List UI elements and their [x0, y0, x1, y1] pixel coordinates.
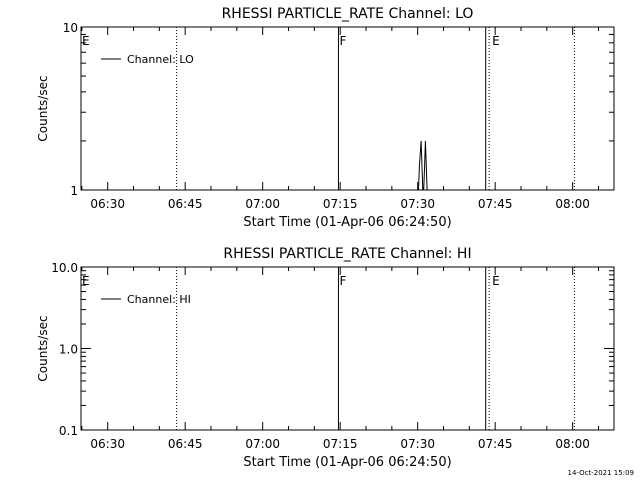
x-tick-label: 08:00 — [555, 437, 590, 451]
y-tick-label: 1 — [70, 184, 78, 198]
series-line — [418, 140, 428, 191]
y-axis-ticks: 1 10 — [63, 21, 614, 198]
y-tick-label: 1.0 — [59, 343, 78, 357]
legend: Channel: HI — [101, 293, 191, 306]
event-marker-label: F — [339, 274, 346, 288]
event-marker-label: F — [339, 34, 346, 48]
y-axis-label: Counts/sec — [36, 315, 50, 381]
plot-frame — [80, 26, 615, 191]
x-tick-label: 08:00 — [555, 197, 590, 211]
plot-frame — [80, 266, 615, 431]
legend: Channel: LO — [101, 53, 194, 66]
y-axis-label: Counts/sec — [36, 75, 50, 141]
event-markers: F EE — [82, 267, 575, 430]
x-tick-label: 07:45 — [478, 197, 513, 211]
x-axis-label: Start Time (01-Apr-06 06:24:50) — [243, 455, 451, 470]
legend-label: Channel: LO — [127, 53, 194, 66]
x-tick-label: 06:45 — [168, 437, 203, 451]
event-markers: F EE — [82, 27, 575, 190]
x-tick-label: 07:30 — [400, 437, 435, 451]
x-tick-label: 06:45 — [168, 197, 203, 211]
y-tick-label: 0.1 — [59, 424, 78, 438]
edge-event-label: E — [82, 34, 90, 48]
x-tick-label: 07:45 — [478, 437, 513, 451]
footer-timestamp: 14-Oct-2021 15:09 — [567, 469, 634, 477]
x-axis-ticks: 06:30 06:45 07:00 07:15 07:30 07:45 08:00 — [81, 267, 600, 451]
event-marker-label: E — [492, 34, 500, 48]
chart-title: RHESSI PARTICLE_RATE Channel: LO — [222, 6, 474, 22]
chart-title: RHESSI PARTICLE_RATE Channel: HI — [223, 246, 471, 262]
x-tick-label: 07:00 — [245, 197, 280, 211]
event-marker-label: E — [492, 274, 500, 288]
x-axis-label: Start Time (01-Apr-06 06:24:50) — [243, 215, 451, 230]
x-tick-label: 06:30 — [90, 197, 125, 211]
x-tick-label: 06:30 — [90, 437, 125, 451]
y-tick-label: 10 — [63, 21, 78, 35]
x-axis-ticks: 06:30 06:45 07:00 07:15 07:30 07:45 08:00 — [81, 27, 600, 211]
edge-event-label: E — [82, 274, 90, 288]
x-tick-label: 07:15 — [323, 197, 358, 211]
x-tick-label: 07:30 — [400, 197, 435, 211]
x-tick-label: 07:00 — [245, 437, 280, 451]
y-axis-ticks: 0.1 1.0 10.0 — [51, 261, 614, 438]
legend-label: Channel: HI — [127, 293, 191, 306]
y-tick-label: 10.0 — [51, 261, 78, 275]
x-tick-label: 07:15 — [323, 437, 358, 451]
